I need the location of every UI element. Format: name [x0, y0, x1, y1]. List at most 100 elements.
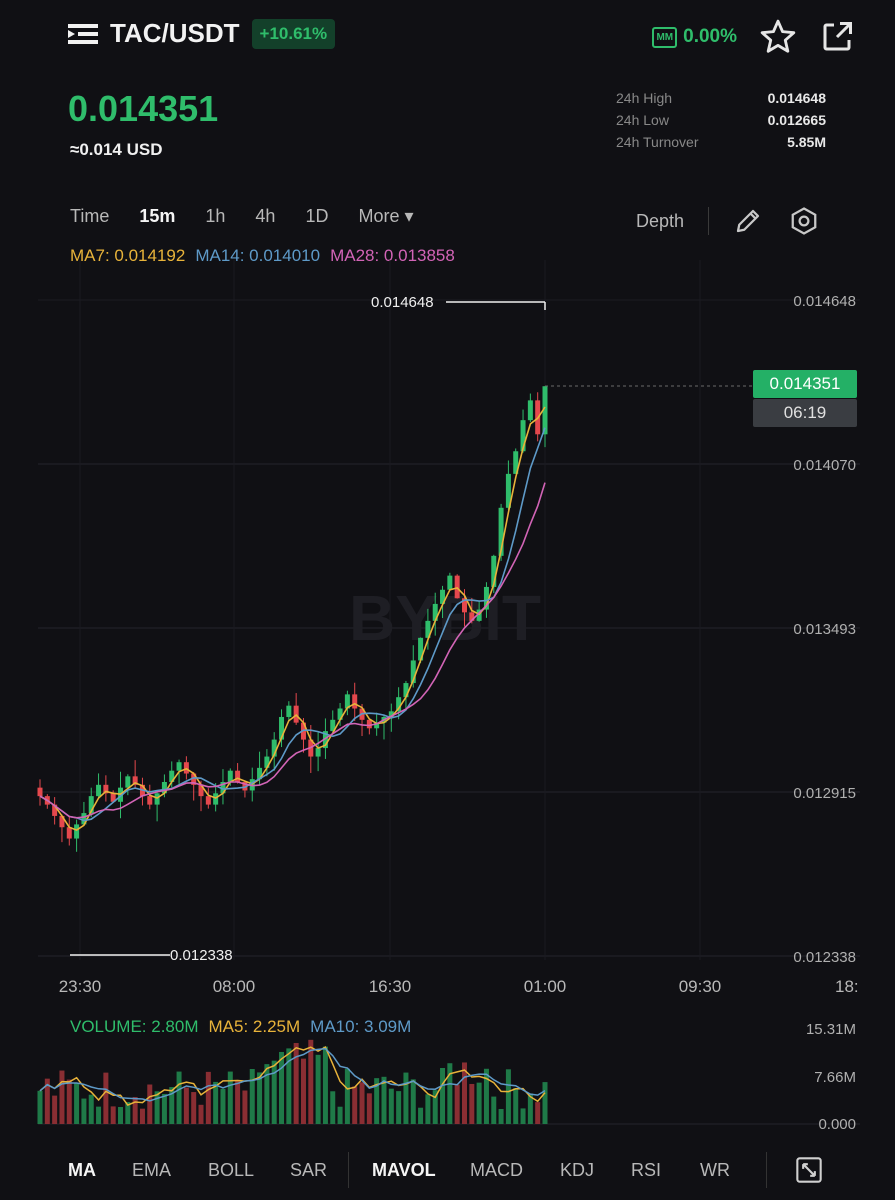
- indicator-mavol[interactable]: MAVOL: [372, 1160, 436, 1180]
- star-icon[interactable]: [759, 18, 797, 56]
- usd-price: ≈0.014 USD: [70, 140, 163, 159]
- candle: [74, 824, 80, 839]
- volume-bar: [110, 1106, 116, 1124]
- volume-bar: [381, 1076, 387, 1124]
- volume-bar: [542, 1082, 548, 1124]
- candle: [235, 770, 241, 782]
- volume-bar: [147, 1084, 153, 1124]
- depth-button[interactable]: Depth: [636, 210, 685, 231]
- candle: [461, 598, 467, 613]
- candle: [154, 793, 160, 805]
- candle: [337, 708, 343, 720]
- volume-bar: [293, 1043, 299, 1124]
- tab-time[interactable]: Time: [70, 206, 110, 226]
- indicator-wr[interactable]: WR: [700, 1160, 730, 1180]
- candle: [125, 776, 131, 788]
- volume-bar: [498, 1108, 504, 1124]
- candle: [447, 575, 453, 590]
- volume-bar: [527, 1093, 533, 1124]
- candle: [322, 731, 328, 749]
- candle: [249, 779, 255, 791]
- volume-bar: [154, 1091, 160, 1124]
- ma14-line: [39, 427, 546, 822]
- indicator-boll[interactable]: BOLL: [208, 1160, 255, 1180]
- volume-bar: [330, 1091, 336, 1124]
- indicator-macd[interactable]: MACD: [470, 1160, 523, 1180]
- indicator-kdj[interactable]: KDJ: [560, 1160, 595, 1180]
- header-left: TAC/USDT +10.61%: [68, 18, 336, 49]
- mm-rate[interactable]: MM 0.00%: [652, 26, 737, 48]
- ma28-line: [39, 482, 546, 819]
- tab-1d[interactable]: 1D: [305, 206, 329, 226]
- low-marker-label: 0.012338: [170, 947, 233, 964]
- volume-bar: [125, 1102, 131, 1124]
- volume-bar: [505, 1069, 511, 1124]
- volume-bar: [220, 1088, 226, 1124]
- candle: [505, 473, 511, 508]
- candle: [425, 620, 431, 638]
- chart-tools: Depth: [636, 206, 819, 236]
- candle: [66, 827, 72, 839]
- indicator-ma[interactable]: MA: [68, 1160, 96, 1180]
- volume-bar: [118, 1107, 124, 1124]
- candle: [147, 796, 153, 805]
- candle: [183, 762, 189, 774]
- candle: [264, 756, 270, 768]
- candle: [542, 386, 548, 435]
- indicator-sar[interactable]: SAR: [290, 1160, 328, 1180]
- volume-bar: [483, 1068, 489, 1124]
- volume-bar: [169, 1087, 175, 1124]
- candle: [432, 603, 438, 621]
- vol-y-tick: 0.000: [818, 1116, 856, 1133]
- ma7-label: MA7: 0.014192: [70, 246, 186, 265]
- tab-more[interactable]: More ▾: [358, 206, 414, 226]
- volume-bar: [88, 1094, 94, 1124]
- last-price: 0.014351: [68, 88, 219, 129]
- volume-bar: [249, 1068, 255, 1124]
- volume-bar: [388, 1088, 394, 1124]
- volume-bar: [235, 1081, 241, 1124]
- candle: [366, 719, 372, 729]
- menu-icon[interactable]: [68, 22, 98, 46]
- volume-bar: [337, 1106, 343, 1124]
- tab-1h[interactable]: 1h: [205, 206, 226, 226]
- candle: [220, 781, 226, 794]
- volume-bar: [191, 1092, 197, 1124]
- indicator-ema[interactable]: EMA: [132, 1160, 172, 1180]
- divider: [766, 1152, 767, 1188]
- volume-bar: [139, 1108, 145, 1124]
- volume-bar: [308, 1039, 314, 1124]
- share-icon[interactable]: [819, 19, 855, 55]
- volume-bar: [161, 1093, 167, 1124]
- stat-high: 24h High 0.014648: [616, 90, 826, 112]
- volume-bar: [366, 1093, 372, 1124]
- pair-title[interactable]: TAC/USDT: [110, 18, 240, 48]
- expand-icon[interactable]: [795, 1156, 823, 1184]
- tab-15m[interactable]: 15m: [139, 206, 176, 226]
- ma28-label: MA28: 0.013858: [330, 246, 455, 265]
- candle: [315, 748, 321, 757]
- volume-bar: [59, 1070, 65, 1124]
- candle: [257, 767, 263, 780]
- volume-bar: [513, 1088, 519, 1124]
- ma-lines: [39, 406, 546, 831]
- volume-bar: [183, 1087, 189, 1124]
- vol-y-tick: 7.66M: [814, 1069, 856, 1086]
- volume-bar: [432, 1090, 438, 1124]
- pencil-icon[interactable]: [733, 206, 763, 236]
- x-tick: 23:30: [59, 977, 102, 996]
- y-tick: 0.014648: [793, 293, 856, 310]
- candle: [498, 507, 504, 556]
- candle: [513, 451, 519, 474]
- volume-bar: [352, 1086, 358, 1124]
- vol-ma10-line: [39, 1047, 546, 1102]
- indicator-rsi[interactable]: RSI: [631, 1160, 662, 1180]
- ma-legend: MA7: 0.014192 MA14: 0.014010 MA28: 0.013…: [70, 246, 455, 266]
- tab-4h[interactable]: 4h: [255, 206, 276, 226]
- candle: [271, 739, 277, 757]
- last-price-tag: 0.014351: [753, 370, 857, 398]
- candle: [242, 781, 248, 791]
- volume-bar: [418, 1107, 424, 1124]
- settings-icon[interactable]: [789, 206, 819, 236]
